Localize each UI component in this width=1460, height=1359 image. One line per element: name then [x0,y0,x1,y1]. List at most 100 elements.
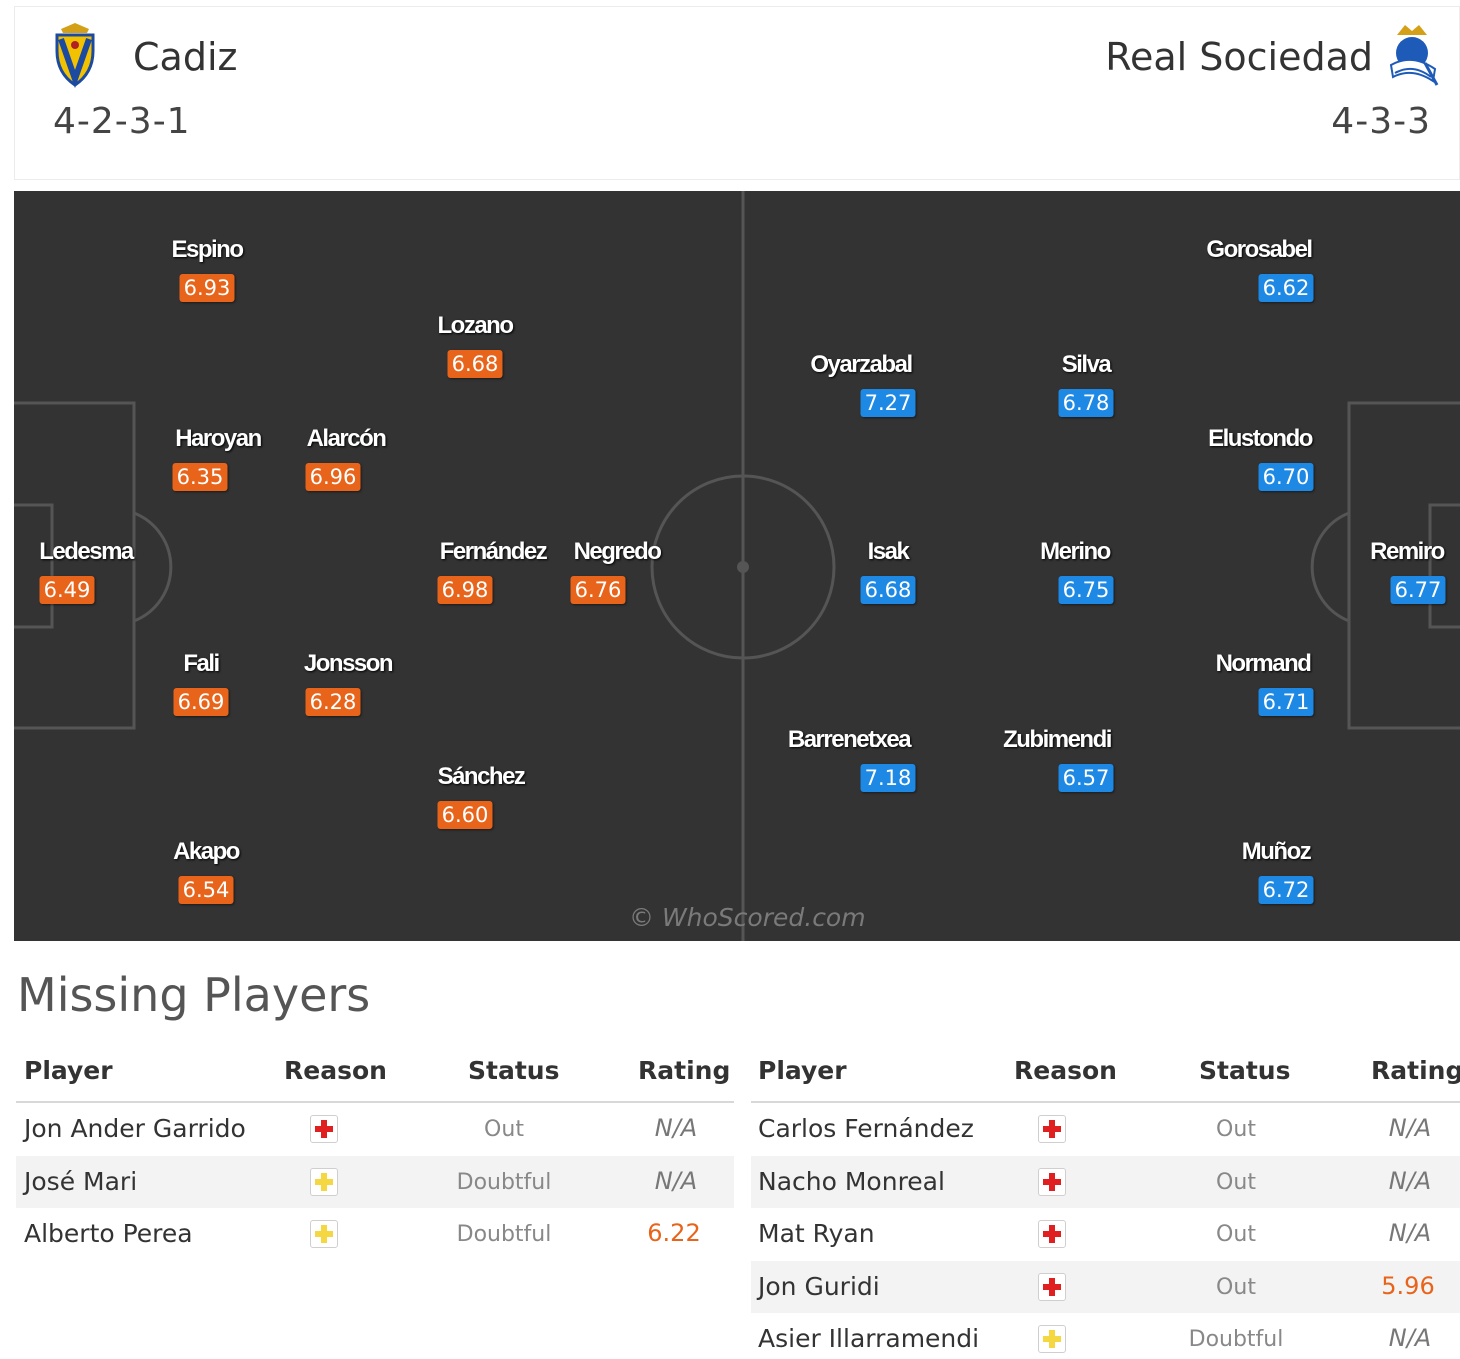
missing-status: Doubtful [456,1169,552,1195]
injury-icon [1038,1115,1066,1143]
missing-rating: N/A [654,1114,698,1142]
header-status[interactable]: Status [1199,1056,1291,1085]
player-rating: 7.27 [860,389,916,417]
player-name[interactable]: Muñoz [1241,838,1312,865]
missing-status: Out [1216,1117,1256,1142]
missing-player-name[interactable]: Jon Guridi [758,1271,880,1301]
header-reason[interactable]: Reason [1014,1056,1117,1085]
player-rating: 6.69 [173,688,229,716]
missing-status: Doubtful [456,1222,552,1247]
missing-rating: N/A [1388,1324,1432,1352]
doubtful-icon [1038,1325,1066,1353]
missing-status: Out [1216,1169,1256,1195]
player-rating: 6.96 [305,463,361,491]
doubtful-icon [310,1167,338,1196]
player-name[interactable]: Haroyan [175,425,262,452]
player-rating: 6.57 [1058,764,1114,792]
player-rating: 6.93 [179,274,235,302]
header-status[interactable]: Status [468,1056,560,1085]
player-rating: 6.62 [1258,274,1314,302]
table-header: Player Reason Status Rating [16,1048,734,1103]
player-rating: 6.75 [1058,576,1114,604]
away-team-name[interactable]: Real Sociedad [1105,35,1373,79]
player-name[interactable]: Silva [1061,351,1112,378]
player-rating: 6.68 [860,576,916,604]
player-name[interactable]: Fernández [439,538,548,565]
player-name[interactable]: Ledesma [39,538,134,565]
injury-icon [1038,1272,1066,1301]
player-name[interactable]: Lozano [437,312,515,339]
home-formation: 4-2-3-1 [53,101,191,142]
player-name[interactable]: Fali [183,650,220,677]
player-name[interactable]: Barrenetxea [787,726,912,753]
table-row: Nacho Monreal Out N/A [751,1155,1460,1208]
missing-status: Out [1216,1274,1256,1300]
missing-rating: N/A [1388,1166,1432,1195]
missing-players-title: Missing Players [17,968,371,1022]
missing-status: Out [1216,1222,1256,1247]
table-row: Asier Illarramendi Doubtful N/A [751,1313,1460,1359]
missing-status: Doubtful [1188,1327,1284,1352]
cadiz-crest-icon[interactable] [51,21,99,93]
player-rating: 6.35 [172,463,228,491]
table-row: Alberto Perea Doubtful 6.22 [16,1208,734,1261]
away-formation: 4-3-3 [1331,101,1431,142]
player-name[interactable]: Remiro [1370,538,1445,565]
pitch: Espino 6.93 Lozano 6.68 Haroyan 6.35 Ala… [14,191,1460,941]
header-rating[interactable]: Rating [638,1056,731,1085]
player-rating: 6.98 [437,576,493,604]
home-missing-table: Player Reason Status Rating Jon Ander Ga… [16,1048,734,1261]
player-rating: 6.72 [1258,876,1314,904]
player-name[interactable]: Gorosabel [1206,236,1313,263]
player-rating: 7.18 [860,764,916,792]
header-rating[interactable]: Rating [1371,1056,1460,1085]
header-player[interactable]: Player [24,1056,113,1085]
missing-rating: N/A [654,1166,698,1195]
missing-player-name[interactable]: Asier Illarramendi [758,1324,980,1353]
away-missing-table: Player Reason Status Rating Carlos Ferná… [751,1048,1460,1359]
missing-player-name[interactable]: Jon Ander Garrido [24,1114,246,1143]
player-name[interactable]: Sánchez [437,763,526,790]
player-name[interactable]: Jonsson [303,650,394,677]
player-name[interactable]: Normand [1215,650,1312,677]
player-rating: 6.49 [39,576,95,604]
missing-player-name[interactable]: José Mari [24,1166,138,1196]
pitch-lines [14,191,1460,941]
whoscored-watermark: © WhoScored.com [629,903,866,932]
header-player[interactable]: Player [758,1056,847,1085]
missing-rating: N/A [1388,1219,1432,1247]
real-sociedad-crest-icon[interactable] [1385,23,1439,93]
player-name[interactable]: Oyarzabal [810,351,913,378]
table-row: Jon Ander Garrido Out N/A [16,1103,734,1156]
player-rating: 6.70 [1258,463,1314,491]
table-row: José Mari Doubtful N/A [16,1155,734,1208]
table-header: Player Reason Status Rating [751,1048,1460,1103]
injury-icon [1038,1167,1066,1196]
player-rating: 6.68 [447,350,503,378]
player-name[interactable]: Isak [867,538,910,565]
missing-player-name[interactable]: Carlos Fernández [758,1114,974,1143]
player-name[interactable]: Akapo [173,838,240,865]
injury-icon [310,1115,338,1143]
player-name[interactable]: Negredo [573,538,662,565]
missing-player-name[interactable]: Mat Ryan [758,1219,875,1248]
player-name[interactable]: Zubimendi [1003,726,1112,753]
player-name[interactable]: Alarcón [306,425,387,452]
player-name[interactable]: Espino [171,236,244,263]
missing-status: Out [484,1117,524,1142]
missing-rating: 6.22 [647,1219,701,1247]
missing-player-name[interactable]: Alberto Perea [24,1219,193,1248]
player-rating: 6.28 [305,688,361,716]
home-team-name[interactable]: Cadiz [133,35,238,79]
player-name[interactable]: Merino [1040,538,1111,565]
header-reason[interactable]: Reason [284,1056,387,1085]
table-row: Carlos Fernández Out N/A [751,1103,1460,1156]
player-rating: 6.71 [1258,688,1314,716]
player-rating: 6.76 [570,576,626,604]
missing-player-name[interactable]: Nacho Monreal [758,1166,945,1196]
doubtful-icon [310,1220,338,1248]
injury-icon [1038,1220,1066,1248]
missing-rating: 5.96 [1381,1271,1435,1300]
player-name[interactable]: Elustondo [1208,425,1313,452]
match-header: Cadiz 4-2-3-1 Real Sociedad 4-3-3 [14,6,1460,180]
